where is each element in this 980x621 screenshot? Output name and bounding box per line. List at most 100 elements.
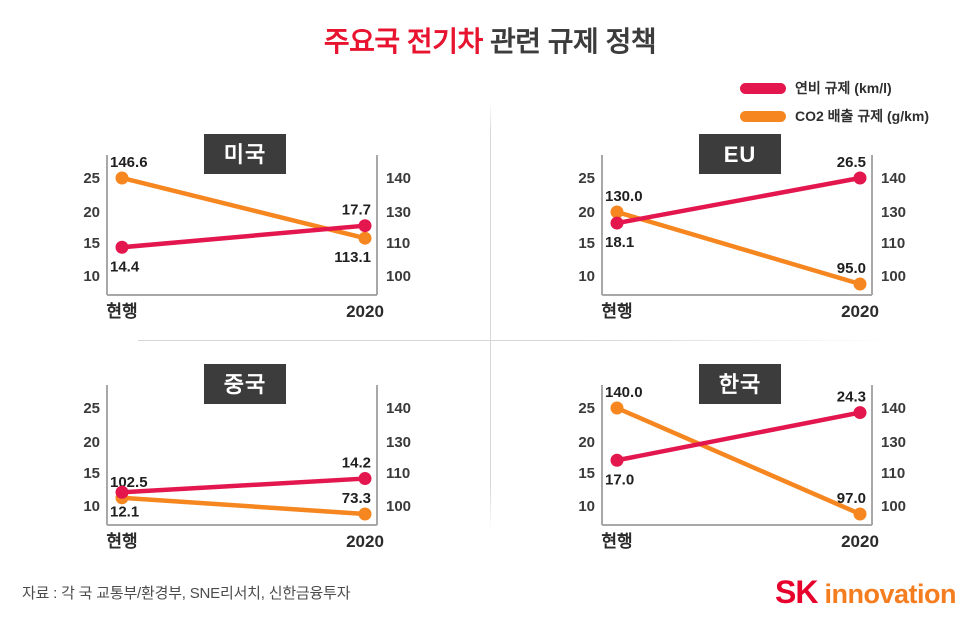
right-tick-label: 110 xyxy=(386,465,410,482)
legend-item-co2-emission: CO2 배출 규제 (g/km) xyxy=(740,106,929,126)
co2-emission-data-label: 113.1 xyxy=(334,249,371,266)
co2-emission-data-label: 97.0 xyxy=(837,490,866,507)
fuel-economy-data-label: 26.5 xyxy=(837,154,866,171)
chart-title-box xyxy=(204,364,286,404)
right-tick-label: 110 xyxy=(881,235,905,252)
left-tick-label: 20 xyxy=(83,434,100,451)
co2-emission-data-label: 130.0 xyxy=(605,188,643,205)
left-tick-label: 15 xyxy=(578,465,595,482)
x-tick-label: 현행 xyxy=(106,302,137,321)
source-note: 자료 : 각 국 교통부/환경부, SNE리서치, 신한금융투자 xyxy=(22,585,351,602)
fuel-economy-data-label: 17.7 xyxy=(342,202,371,219)
fuel-economy-data-label: 14.4 xyxy=(110,258,140,275)
chart-title: 중국 xyxy=(224,372,266,397)
left-tick-label: 10 xyxy=(578,498,595,515)
left-tick-label: 25 xyxy=(578,400,595,417)
fuel-economy-data-label: 18.1 xyxy=(605,234,634,251)
x-tick-label: 2020 xyxy=(841,532,879,551)
right-tick-label: 110 xyxy=(386,235,410,252)
right-tick-label: 100 xyxy=(881,268,906,285)
right-tick-label: 130 xyxy=(881,204,906,221)
x-tick-label: 2020 xyxy=(841,302,879,321)
legend: 연비 규제 (km/l) CO2 배출 규제 (g/km) xyxy=(740,78,929,126)
fuel-economy-line xyxy=(614,410,863,463)
right-tick-label: 140 xyxy=(386,400,411,417)
page-title-rest: 관련 규제 정책 xyxy=(482,26,657,57)
right-tick-label: 110 xyxy=(881,465,905,482)
vertical-divider xyxy=(490,100,491,530)
right-tick-label: 100 xyxy=(386,498,411,515)
logo-innovation: innovation xyxy=(824,579,957,609)
co2-emission-data-point xyxy=(853,277,867,291)
co2-emission-data-point xyxy=(358,231,372,245)
right-tick-label: 140 xyxy=(881,170,906,187)
logo-sk: SK xyxy=(775,574,818,610)
left-tick-label: 15 xyxy=(83,235,100,252)
sk-innovation-logo: SK innovation xyxy=(775,574,956,611)
x-tick-label: 2020 xyxy=(346,302,384,321)
chart-title: EU xyxy=(724,142,757,167)
left-tick-label: 10 xyxy=(83,498,100,515)
left-tick-label: 25 xyxy=(578,170,595,187)
chart-svg: 25 20 15 10 140 130 110 100 현행 2020 146.6 113.1 14.4… xyxy=(83,134,411,321)
chart-china: 25 20 15 10 140 130 110 100 현행 2020 102.5 73.3 12.1 1… xyxy=(60,360,490,560)
left-tick-label: 15 xyxy=(83,465,100,482)
horizontal-divider xyxy=(138,340,944,341)
co2-emission-data-label: 102.5 xyxy=(110,474,148,491)
co2-emission-line xyxy=(119,495,368,517)
chart-title-box xyxy=(699,364,781,404)
fuel-economy-data-label: 17.0 xyxy=(605,471,634,488)
fuel-economy-data-label: 14.2 xyxy=(342,455,371,472)
legend-label: 연비 규제 (km/l) xyxy=(795,80,892,96)
co2-emission-line xyxy=(614,209,863,287)
fuel-economy-data-point xyxy=(610,216,624,230)
left-tick-label: 20 xyxy=(578,204,595,221)
fuel-economy-data-point xyxy=(358,219,372,233)
fuel-economy-data-point xyxy=(853,171,867,185)
x-tick-label: 현행 xyxy=(601,532,632,551)
co2-emission-line xyxy=(614,405,863,517)
legend-label: CO2 배출 규제 (g/km) xyxy=(795,108,929,124)
co2-emission-data-label: 140.0 xyxy=(605,384,643,401)
fuel-economy-data-label: 12.1 xyxy=(110,503,139,520)
co2-emission-data-point xyxy=(853,507,867,521)
co2-emission-data-point xyxy=(115,171,129,185)
co2-emission-data-point xyxy=(358,507,372,521)
page-title-highlight: 주요국 전기차 xyxy=(323,26,483,57)
fuel-economy-line xyxy=(614,175,863,226)
chart-svg: 25 20 15 10 140 130 110 100 현행 2020 140.0 97.0 17.0 2… xyxy=(578,364,906,551)
x-tick-label: 현행 xyxy=(601,302,632,321)
co2-emission-data-point xyxy=(610,205,624,219)
chart-title-box xyxy=(699,134,781,174)
chart-eu: 25 20 15 10 140 130 110 100 현행 2020 130.0 95.0 18.1 2… xyxy=(555,130,980,330)
co2-emission-line-swatch xyxy=(740,110,786,122)
fuel-economy-data-point xyxy=(610,453,624,467)
co2-emission-data-point xyxy=(610,401,624,415)
right-tick-label: 140 xyxy=(386,170,411,187)
chart-svg: 25 20 15 10 140 130 110 100 현행 2020 130.0 95.0 18.1 2… xyxy=(578,134,906,321)
legend-item-fuel-economy: 연비 규제 (km/l) xyxy=(740,78,929,98)
chart-korea: 25 20 15 10 140 130 110 100 현행 2020 140.0 97.0 17.0 2… xyxy=(555,360,980,560)
right-tick-label: 100 xyxy=(386,268,411,285)
left-tick-label: 25 xyxy=(83,400,100,417)
left-tick-label: 10 xyxy=(83,268,100,285)
fuel-economy-line xyxy=(119,476,368,495)
left-tick-label: 10 xyxy=(578,268,595,285)
co2-emission-data-label: 146.6 xyxy=(110,154,148,171)
fuel-economy-data-label: 24.3 xyxy=(837,389,866,406)
fuel-economy-line-swatch xyxy=(740,82,786,94)
page-title: 주요국 전기차 관련 규제 정책 xyxy=(0,20,980,60)
fuel-economy-data-point xyxy=(358,472,372,486)
fuel-economy-data-point xyxy=(115,240,129,254)
right-tick-label: 130 xyxy=(386,204,411,221)
x-tick-label: 현행 xyxy=(106,532,137,551)
left-tick-label: 20 xyxy=(83,204,100,221)
right-tick-label: 130 xyxy=(881,434,906,451)
chart-title-box xyxy=(204,134,286,174)
right-tick-label: 140 xyxy=(881,400,906,417)
right-tick-label: 100 xyxy=(881,498,906,515)
chart-usa: 25 20 15 10 140 130 110 100 현행 2020 146.6 113.1 14.4… xyxy=(60,130,490,330)
chart-svg: 25 20 15 10 140 130 110 100 현행 2020 102.5 73.3 12.1 1… xyxy=(83,364,411,551)
fuel-economy-data-point xyxy=(853,406,867,420)
fuel-economy-line xyxy=(119,223,368,250)
